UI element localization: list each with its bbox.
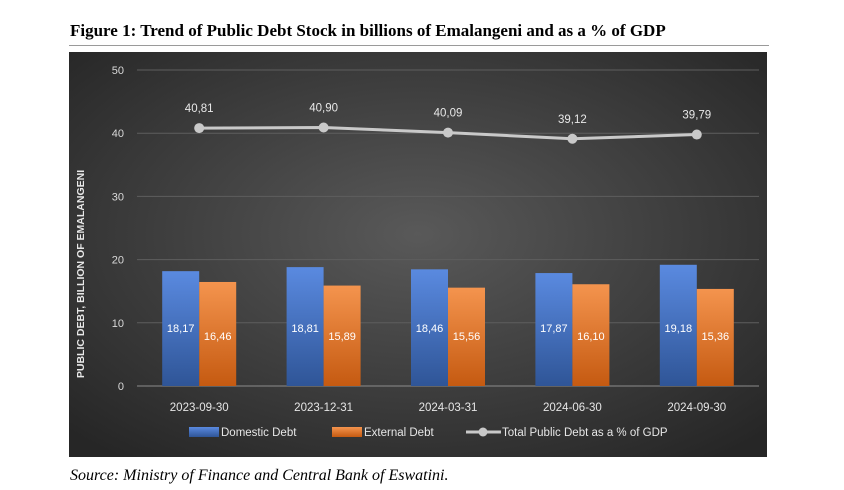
bar-external-debt [572,284,610,386]
legend-swatch-domestic [189,427,219,437]
y-tick-label: 10 [112,318,124,330]
chart-background [69,52,767,457]
data-label-external: 15,36 [702,331,730,343]
line-point-total-debt-gdp [691,129,702,140]
data-label-domestic: 18,81 [291,323,319,335]
y-tick-label: 50 [112,65,124,77]
y-tick-label: 40 [112,128,124,140]
bar-domestic-debt [162,271,200,386]
bar-domestic-debt [659,264,697,386]
data-label-external: 15,89 [328,331,356,343]
data-label-total-debt-gdp: 40,90 [309,103,338,115]
source-note: Source: Ministry of Finance and Central … [70,467,449,484]
bar-external-debt [323,285,361,386]
line-point-total-debt-gdp [443,127,453,138]
legend-label-total: Total Public Debt as a % of GDP [502,427,668,439]
data-label-external: 16,46 [204,331,232,343]
debt-chart: 0 10 20 30 40 50 18,17 16,46 18,81 15,89 18,46 15,… [69,52,767,457]
x-tick-label: 2024-09-30 [667,402,726,414]
y-tick-label: 20 [112,255,124,267]
x-tick-label: 2024-06-30 [543,402,602,414]
data-label-domestic: 17,87 [540,323,568,335]
title-rule [69,45,769,46]
bar-domestic-debt [535,273,573,386]
data-label-external: 15,56 [453,331,481,343]
y-axis-title: PUBLIC DEBT, BILLION OF EMALANGENI [75,170,87,378]
line-point-total-debt-gdp [567,133,578,144]
legend-swatch-external [332,427,362,437]
bar-external-debt [448,287,485,386]
legend-label-domestic: Domestic Debt [221,427,297,439]
data-label-total-debt-gdp: 39,79 [682,110,711,122]
data-label-domestic: 18,46 [416,323,444,335]
x-tick-label: 2024-03-31 [419,402,478,414]
legend-marker-total [478,427,488,437]
data-label-external: 16,10 [577,331,605,343]
data-label-domestic: 19,18 [665,323,693,335]
bar-external-debt [199,281,237,386]
data-label-total-debt-gdp: 40,09 [434,108,463,120]
line-point-total-debt-gdp [318,122,329,133]
data-label-total-debt-gdp: 39,12 [558,114,587,126]
legend-label-external: External Debt [364,427,434,439]
data-label-total-debt-gdp: 40,81 [185,103,214,115]
chart-container: 0 10 20 30 40 50 18,17 16,46 18,81 15,89 18,46 15,… [69,52,767,457]
bar-external-debt [696,288,734,386]
figure-title: Figure 1: Trend of Public Debt Stock in … [70,21,666,40]
bar-domestic-debt [286,267,324,386]
data-label-domestic: 18,17 [167,323,195,335]
x-tick-label: 2023-12-31 [294,402,353,414]
x-tick-label: 2023-09-30 [170,402,229,414]
bar-domestic-debt [411,269,448,386]
y-tick-label: 0 [118,381,124,393]
line-point-total-debt-gdp [194,123,205,134]
y-tick-label: 30 [112,191,124,203]
